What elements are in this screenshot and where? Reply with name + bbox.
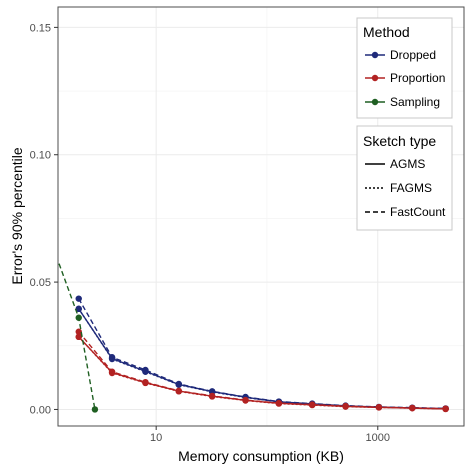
series-sampling-fastcount-point-2	[91, 406, 99, 413]
legend-entry-fastcount: FastCount	[365, 205, 446, 219]
legend-method: Method Dropped Proportion Sampling	[356, 17, 453, 119]
series-sampling-fastcount	[58, 258, 99, 413]
legend-key-sampling-point	[371, 98, 379, 106]
series-sampling-fastcount-point-1	[75, 314, 82, 321]
series-proportion-fastcount-point-6	[275, 399, 283, 407]
legend-sketch-title: Sketch type	[363, 133, 436, 149]
y-tick-label-1: 0.05	[30, 277, 51, 289]
legend-key-proportion-point	[371, 74, 379, 82]
series-proportion-fastcount-point-0	[75, 328, 82, 335]
series-proportion-fagms-point-0	[75, 333, 82, 341]
y-axis-label: Error's 90% percentile	[9, 147, 25, 285]
legend-label-sampling: Sampling	[390, 95, 440, 109]
plot-border	[57, 6, 465, 427]
series-proportion-fastcount-line	[78, 331, 446, 410]
legend-sketch-box	[356, 125, 453, 231]
y-tick-label-0: 0.00	[30, 404, 51, 416]
y-tick-label-3: 0.15	[30, 22, 51, 34]
legend-entry-dropped: Dropped	[365, 48, 436, 62]
series-proportion-fastcount-point-10	[409, 404, 416, 412]
series-dropped-fastcount-point-1	[108, 354, 116, 361]
legend-label-fagms: FAGMS	[390, 181, 432, 195]
x-axis-label: Memory consumption (KB)	[178, 448, 344, 464]
series-proportion-fastcount-point-2	[142, 378, 149, 386]
series-proportion-fastcount-point-1	[108, 368, 116, 375]
x-tick-label-0: 10	[150, 432, 162, 444]
legend-method-title: Method	[363, 24, 410, 40]
y-tick-label-2: 0.10	[30, 150, 51, 162]
axis-ticks: 0.00 0.05 0.10 0.15 10 1000	[30, 22, 390, 444]
legend-label-agms: AGMS	[390, 157, 425, 171]
legend-label-dropped: Dropped	[390, 48, 436, 62]
legend-sketch-type: Sketch type AGMS FAGMS FastCount	[356, 125, 453, 231]
series-dropped-fastcount-point-4	[208, 388, 216, 395]
legend-entry-proportion: Proportion	[365, 71, 445, 85]
legend-entry-agms: AGMS	[365, 157, 425, 171]
legend-label-fastcount: FastCount	[390, 205, 446, 219]
legend-label-proportion: Proportion	[390, 71, 445, 85]
series-dropped-fastcount-point-0	[75, 295, 82, 302]
legend-entry-fagms: FAGMS	[365, 181, 432, 195]
series-proportion-fastcount-point-4	[208, 392, 216, 400]
legend-entry-sampling: Sampling	[365, 95, 440, 109]
series-proportion-fastcount-point-3	[175, 387, 182, 395]
legend-key-dropped-point	[371, 51, 379, 59]
series-proportion-fastcount-point-7	[309, 401, 316, 408]
series-dropped-fastcount-point-2	[142, 366, 149, 374]
series-proportion-fastcount-point-11	[442, 405, 449, 412]
series-lines	[58, 258, 449, 413]
series-proportion-fastcount-point-5	[242, 396, 249, 404]
series-proportion-fastcount-point-8	[342, 402, 349, 410]
series-dropped-fastcount-point-3	[175, 380, 182, 388]
series-dropped-fagms-point-0	[75, 305, 82, 313]
series-proportion-fastcount	[75, 328, 449, 412]
x-tick-label-1: 1000	[366, 432, 390, 444]
series-proportion-fastcount-point-9	[375, 403, 383, 411]
